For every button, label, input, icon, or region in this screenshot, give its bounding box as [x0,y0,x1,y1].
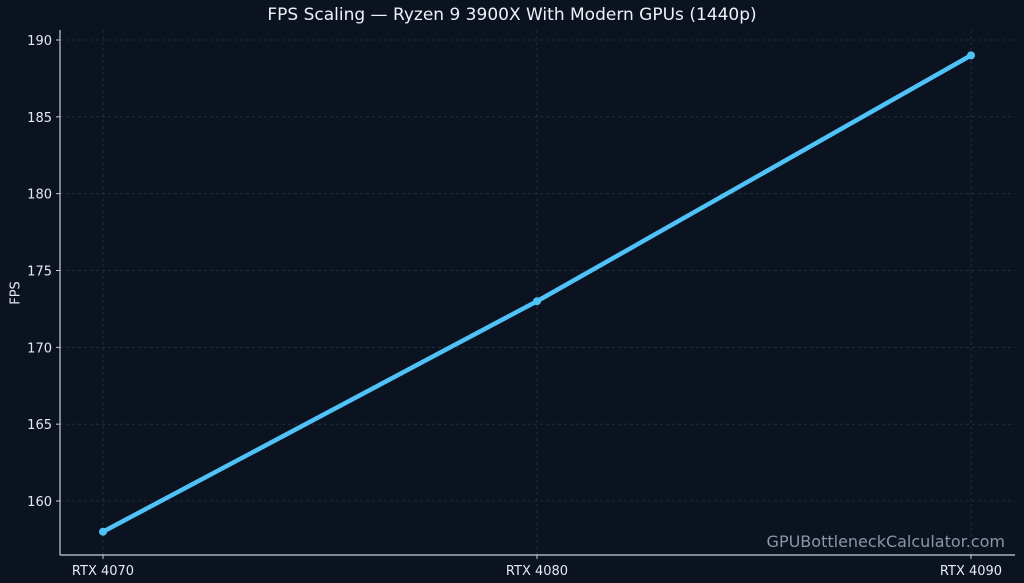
y-tick-label: 180 [27,188,52,203]
x-tick-label: RTX 4080 [506,564,568,579]
y-tick-label: 170 [27,341,52,356]
x-axis-ticks: RTX 4070 RTX 4080 RTX 4090 [72,555,1002,579]
y-tick-label: 185 [27,111,52,126]
y-tick-label: 175 [27,265,52,280]
data-series [99,51,975,536]
x-tick-label: RTX 4090 [940,564,1002,579]
chart-title: FPS Scaling — Ryzen 9 3900X With Modern … [267,5,757,25]
data-point [967,51,975,60]
watermark: GPUBottleneckCalculator.com [767,532,1005,551]
data-point [533,297,541,306]
y-tick-label: 190 [27,34,52,49]
y-tick-label: 165 [27,418,52,433]
data-point [99,527,107,536]
y-axis-ticks: 160 165 170 175 180 185 190 [27,34,60,510]
x-tick-label: RTX 4070 [72,564,134,579]
y-tick-label: 160 [27,495,52,510]
